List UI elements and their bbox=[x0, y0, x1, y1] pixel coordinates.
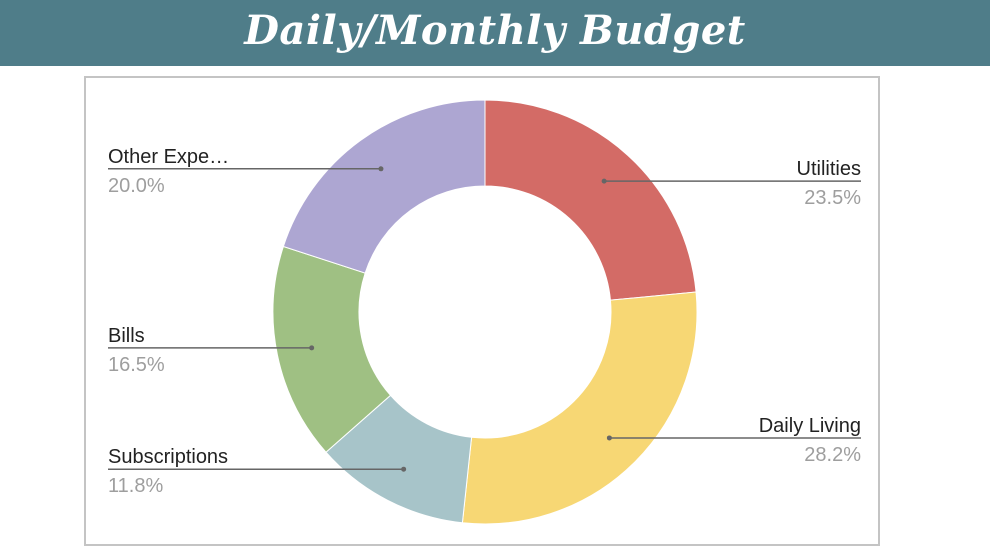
percent-daily-living: 28.2% bbox=[804, 444, 861, 466]
slice-bills bbox=[272, 245, 392, 453]
donut-slices bbox=[272, 99, 698, 525]
percent-utilities: 23.5% bbox=[804, 187, 861, 209]
label-daily-living: Daily Living bbox=[759, 415, 861, 437]
slice-utilities bbox=[484, 99, 697, 301]
label-bills: Bills bbox=[108, 325, 145, 347]
slice-labels: Utilities 23.5% Daily Living 28.2% Subscript… bbox=[108, 146, 861, 497]
percent-bills: 16.5% bbox=[108, 354, 165, 376]
slice-daily-living bbox=[461, 291, 698, 525]
header-banner: Daily/Monthly Budget bbox=[0, 0, 990, 66]
page-title: Daily/Monthly Budget bbox=[244, 6, 746, 54]
slice-other-expe bbox=[282, 99, 486, 274]
label-other-expe: Other Expe… bbox=[108, 146, 229, 168]
label-utilities: Utilities bbox=[797, 158, 861, 180]
label-subscriptions: Subscriptions bbox=[108, 446, 228, 468]
percent-other-expe: 20.0% bbox=[108, 175, 165, 197]
percent-subscriptions: 11.8% bbox=[108, 475, 163, 497]
